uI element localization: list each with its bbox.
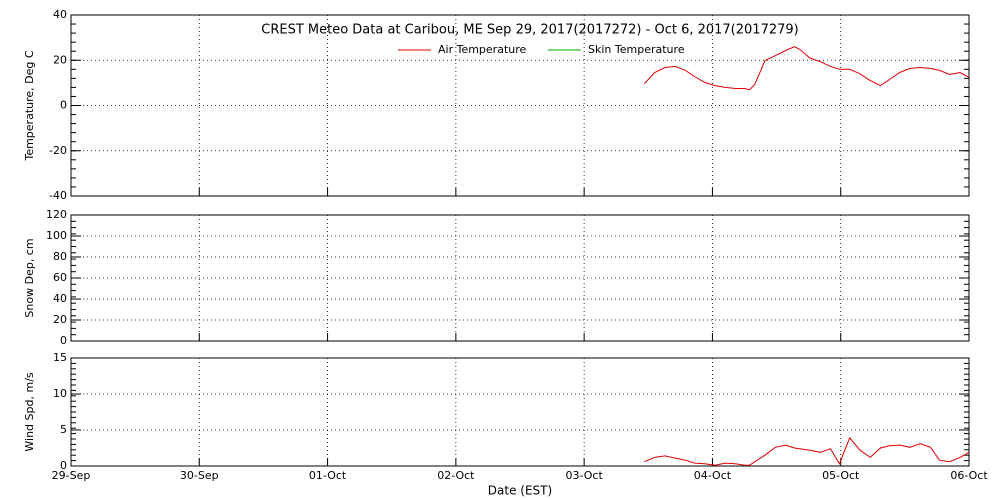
y-tick-label: 10: [53, 387, 67, 400]
y-tick-label: 0: [60, 334, 67, 347]
x-tick-label: 05-Oct: [822, 469, 860, 482]
data-line: [644, 436, 970, 466]
x-tick-label: 02-Oct: [437, 469, 475, 482]
y-tick-label: 0: [60, 459, 67, 472]
y-tick-label: 5: [60, 423, 67, 436]
y-tick-label: 0: [60, 99, 67, 112]
y-tick-label: 80: [53, 250, 67, 263]
y-tick-label: 40: [53, 292, 67, 305]
y-tick-label: 120: [46, 208, 67, 221]
y-tick-label: 40: [53, 8, 67, 21]
plot-frame: [70, 357, 970, 467]
x-axis-label: Date (EST): [488, 484, 552, 498]
y-tick-label: 15: [53, 351, 67, 364]
legend-label: Air Temperature: [438, 43, 527, 56]
y-tick-label: -20: [49, 144, 67, 157]
y-tick-label: 20: [53, 53, 67, 66]
x-tick-label: 04-Oct: [694, 469, 732, 482]
y-axis-label: Snow Dep, cm: [23, 238, 36, 317]
x-tick-label: 01-Oct: [309, 469, 347, 482]
y-tick-label: 100: [46, 229, 67, 242]
y-axis-label: Wind Spd, m/s: [23, 372, 36, 452]
data-line: [644, 46, 970, 91]
x-tick-label: 30-Sep: [180, 469, 219, 482]
x-tick-label: 29-Sep: [52, 469, 91, 482]
y-axis-label: Temperature, Deg C: [23, 50, 36, 161]
legend-label: Skin Temperature: [588, 43, 685, 56]
x-tick-label: 06-Oct: [950, 469, 988, 482]
x-tick-label: 03-Oct: [565, 469, 603, 482]
y-tick-label: -40: [49, 189, 67, 202]
chart-title: CREST Meteo Data at Caribou, ME Sep 29, …: [261, 23, 798, 38]
y-tick-label: 20: [53, 313, 67, 326]
y-tick-label: 60: [53, 271, 67, 284]
